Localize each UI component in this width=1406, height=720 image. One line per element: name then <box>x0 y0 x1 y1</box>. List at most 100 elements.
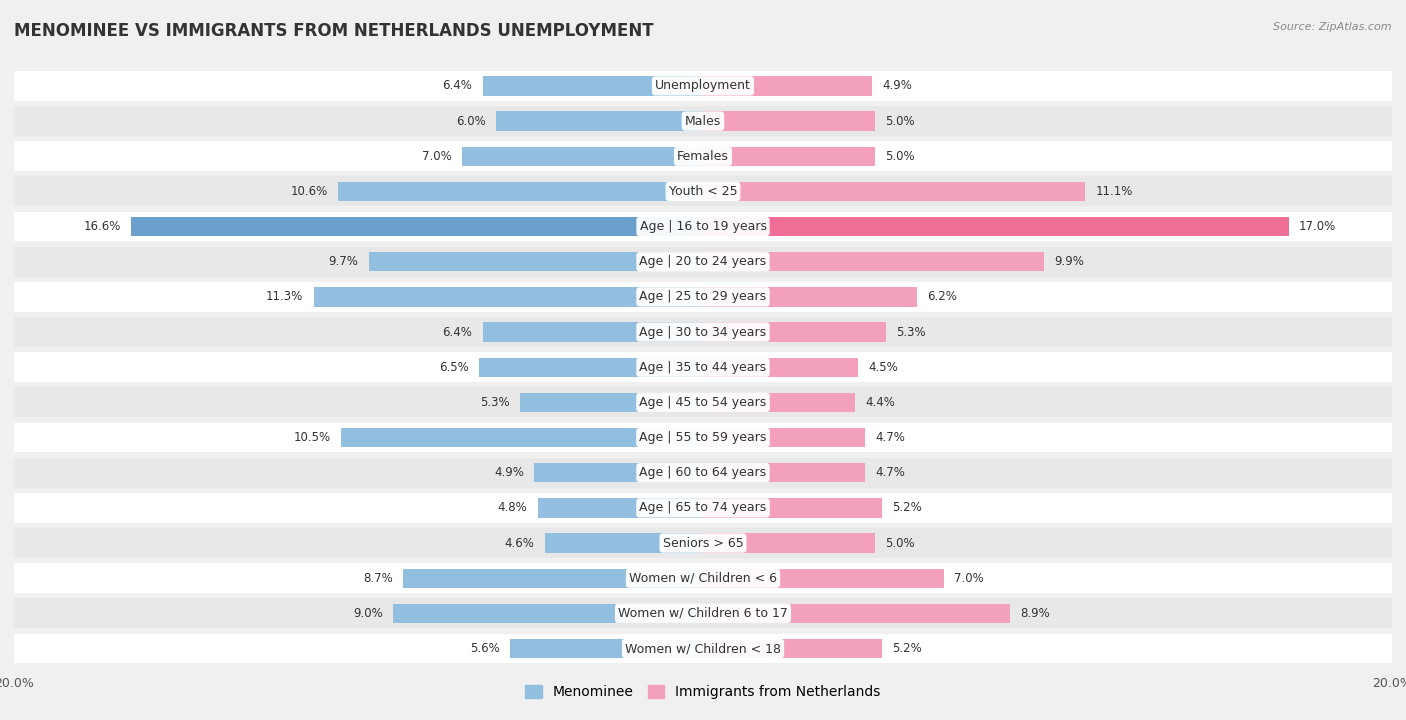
Text: 4.9%: 4.9% <box>882 79 912 92</box>
Text: 6.0%: 6.0% <box>456 114 486 127</box>
Text: 4.7%: 4.7% <box>875 431 905 444</box>
Text: 6.2%: 6.2% <box>927 290 956 303</box>
Text: 8.9%: 8.9% <box>1019 607 1050 620</box>
Text: 9.9%: 9.9% <box>1054 255 1084 269</box>
Bar <box>703 569 945 588</box>
Text: MENOMINEE VS IMMIGRANTS FROM NETHERLANDS UNEMPLOYMENT: MENOMINEE VS IMMIGRANTS FROM NETHERLANDS… <box>14 22 654 40</box>
Text: Age | 30 to 34 years: Age | 30 to 34 years <box>640 325 766 338</box>
Text: 5.2%: 5.2% <box>893 501 922 514</box>
Bar <box>520 392 703 412</box>
Text: Women w/ Children < 6: Women w/ Children < 6 <box>628 572 778 585</box>
Text: Unemployment: Unemployment <box>655 79 751 92</box>
Text: 4.7%: 4.7% <box>875 466 905 480</box>
Text: Source: ZipAtlas.com: Source: ZipAtlas.com <box>1274 22 1392 32</box>
Bar <box>703 147 875 166</box>
Text: Age | 25 to 29 years: Age | 25 to 29 years <box>640 290 766 303</box>
Text: 6.4%: 6.4% <box>443 79 472 92</box>
Legend: Menominee, Immigrants from Netherlands: Menominee, Immigrants from Netherlands <box>520 680 886 705</box>
Text: 16.6%: 16.6% <box>83 220 121 233</box>
Bar <box>510 639 703 658</box>
Text: 9.0%: 9.0% <box>353 607 382 620</box>
Text: 5.3%: 5.3% <box>481 396 510 409</box>
Bar <box>14 493 1392 523</box>
Bar <box>14 71 1392 101</box>
Bar <box>703 252 1045 271</box>
Text: 4.4%: 4.4% <box>865 396 894 409</box>
Text: 7.0%: 7.0% <box>422 150 451 163</box>
Text: 4.6%: 4.6% <box>505 536 534 549</box>
Bar <box>14 458 1392 487</box>
Text: 5.2%: 5.2% <box>893 642 922 655</box>
Text: Age | 20 to 24 years: Age | 20 to 24 years <box>640 255 766 269</box>
Text: 5.0%: 5.0% <box>886 536 915 549</box>
Bar <box>703 323 886 342</box>
Bar <box>14 634 1392 663</box>
Text: 10.5%: 10.5% <box>294 431 330 444</box>
Bar <box>703 639 882 658</box>
Bar <box>461 147 703 166</box>
Text: Age | 16 to 19 years: Age | 16 to 19 years <box>640 220 766 233</box>
Bar <box>14 212 1392 241</box>
Bar <box>14 598 1392 629</box>
Text: Age | 60 to 64 years: Age | 60 to 64 years <box>640 466 766 480</box>
Bar <box>703 112 875 131</box>
Bar <box>14 247 1392 276</box>
Bar <box>14 317 1392 347</box>
Text: Females: Females <box>678 150 728 163</box>
Bar <box>368 252 703 271</box>
Bar <box>703 428 865 447</box>
Text: Age | 55 to 59 years: Age | 55 to 59 years <box>640 431 766 444</box>
Text: 8.7%: 8.7% <box>363 572 392 585</box>
Text: 7.0%: 7.0% <box>955 572 984 585</box>
Bar <box>703 76 872 96</box>
Bar <box>14 352 1392 382</box>
Text: 6.4%: 6.4% <box>443 325 472 338</box>
Text: Women w/ Children < 18: Women w/ Children < 18 <box>626 642 780 655</box>
Bar <box>496 112 703 131</box>
Bar <box>14 106 1392 136</box>
Bar <box>14 387 1392 418</box>
Bar <box>537 498 703 518</box>
Text: 11.1%: 11.1% <box>1095 185 1133 198</box>
Bar <box>703 498 882 518</box>
Text: 4.8%: 4.8% <box>498 501 527 514</box>
Text: Age | 65 to 74 years: Age | 65 to 74 years <box>640 501 766 514</box>
Text: Seniors > 65: Seniors > 65 <box>662 536 744 549</box>
Bar <box>14 423 1392 452</box>
Text: 4.5%: 4.5% <box>869 361 898 374</box>
Bar <box>14 282 1392 312</box>
Bar <box>544 534 703 553</box>
Bar <box>703 392 855 412</box>
Bar <box>703 217 1289 236</box>
Bar <box>703 358 858 377</box>
Text: 5.0%: 5.0% <box>886 114 915 127</box>
Text: Youth < 25: Youth < 25 <box>669 185 737 198</box>
Bar <box>14 528 1392 558</box>
Bar <box>703 534 875 553</box>
Bar <box>534 463 703 482</box>
Text: 6.5%: 6.5% <box>439 361 468 374</box>
Bar <box>482 76 703 96</box>
Bar <box>703 181 1085 201</box>
Bar <box>131 217 703 236</box>
Text: 5.0%: 5.0% <box>886 150 915 163</box>
Text: 5.6%: 5.6% <box>470 642 499 655</box>
Bar <box>14 141 1392 171</box>
Text: 5.3%: 5.3% <box>896 325 925 338</box>
Text: Males: Males <box>685 114 721 127</box>
Bar <box>314 287 703 307</box>
Text: 10.6%: 10.6% <box>290 185 328 198</box>
Bar <box>14 176 1392 207</box>
Bar <box>404 569 703 588</box>
Bar <box>479 358 703 377</box>
Bar <box>703 603 1010 623</box>
Bar <box>392 603 703 623</box>
Bar <box>703 287 917 307</box>
Text: 11.3%: 11.3% <box>266 290 304 303</box>
Text: 17.0%: 17.0% <box>1299 220 1336 233</box>
Bar <box>337 181 703 201</box>
Bar <box>482 323 703 342</box>
Text: Age | 35 to 44 years: Age | 35 to 44 years <box>640 361 766 374</box>
Text: Age | 45 to 54 years: Age | 45 to 54 years <box>640 396 766 409</box>
Bar <box>342 428 703 447</box>
